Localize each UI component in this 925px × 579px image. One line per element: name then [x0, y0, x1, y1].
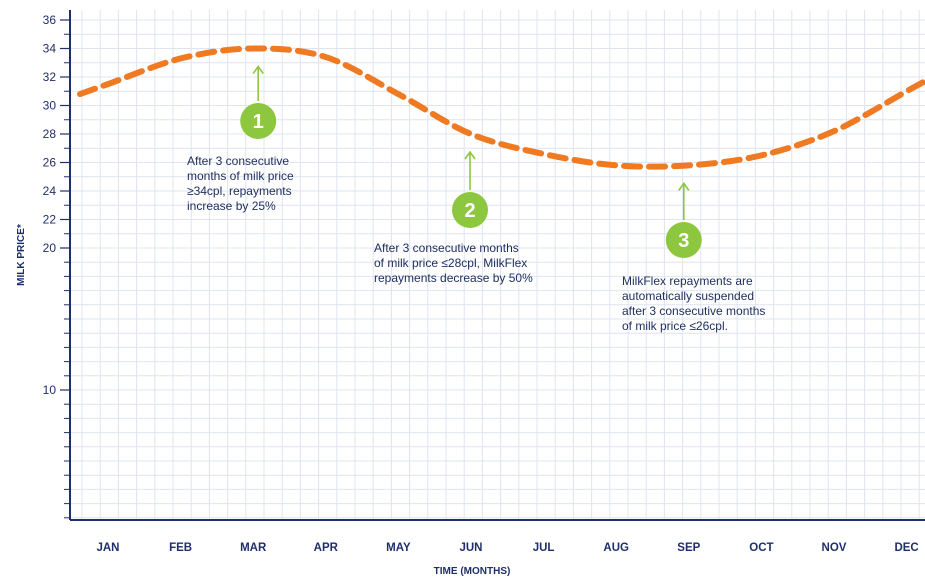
annotation-note-line: After 3 consecutive months — [374, 241, 519, 255]
annotation-arrow-head — [252, 65, 264, 74]
annotation-marker — [240, 103, 277, 139]
y-tick-label: 36 — [43, 13, 57, 27]
y-tick-label: 24 — [43, 184, 57, 198]
x-tick-label: JAN — [96, 542, 119, 554]
annotation-note: MilkFlex repayments are automatically sus… — [622, 274, 765, 333]
annotation-note-line: of milk price ≤28cpl, MilkFlex — [374, 256, 527, 270]
grid — [70, 10, 925, 520]
price-series-line — [77, 45, 925, 170]
annotation-number: 2 — [464, 200, 475, 222]
annotation-3: 3 MilkFlex repayments are automatically su… — [622, 181, 765, 333]
annotation-number: 3 — [678, 230, 689, 252]
annotation-note: After 3 consecutive months of milk price ≥… — [187, 154, 294, 213]
annotation-note: After 3 consecutive months of milk price … — [374, 241, 533, 285]
annotation-arrow-head — [464, 150, 476, 160]
annotation-note-line: After 3 consecutive — [187, 154, 289, 168]
y-tick-label: 26 — [43, 156, 57, 170]
y-tick-label: 22 — [43, 213, 57, 227]
annotations: 1 After 3 consecutive months of milk price… — [187, 65, 765, 333]
annotation-1: 1 After 3 consecutive months of milk price… — [187, 65, 294, 213]
annotation-number: 1 — [253, 111, 264, 133]
series — [77, 45, 925, 170]
annotation-marker — [452, 192, 488, 228]
y-tick-label: 20 — [43, 241, 57, 255]
x-tick-label: MAR — [240, 542, 267, 554]
y-tick-label: 30 — [43, 99, 57, 113]
x-tick-label: APR — [314, 542, 339, 554]
x-tick-label: SEP — [677, 542, 700, 554]
x-tick-label: MAY — [386, 542, 411, 554]
x-tick-label: JUN — [459, 542, 482, 554]
annotation-note-line: ≥34cpl, repayments — [187, 184, 292, 198]
annotation-note-line: increase by 25% — [187, 199, 276, 213]
y-tick-label: 28 — [43, 127, 57, 141]
annotation-note-line: repayments decrease by 50% — [374, 271, 533, 285]
y-tick-label: 10 — [43, 383, 57, 397]
annotation-note-line: of milk price ≤26cpl. — [622, 319, 728, 333]
x-axis-title: TIME (MONTHS) — [434, 566, 511, 577]
annotation-note-line: after 3 consecutive months — [622, 304, 765, 318]
annotation-arrow-head — [678, 181, 690, 191]
annotation-2: 2 After 3 consecutive months of milk price… — [374, 150, 533, 285]
x-tick-label: JUL — [533, 542, 555, 554]
annotation-note-line: MilkFlex repayments are — [622, 274, 753, 288]
annotation-note-line: automatically suspended — [622, 289, 754, 303]
annotation-note-line: months of milk price — [187, 169, 294, 183]
x-tick-label: FEB — [169, 542, 192, 554]
x-tick-label: OCT — [749, 542, 773, 554]
y-tick-label: 34 — [43, 42, 57, 56]
y-axis-title: MILK PRICE* — [16, 224, 27, 286]
x-tick-label: DEC — [894, 542, 918, 554]
x-tick-label: NOV — [822, 542, 847, 554]
x-tick-label: AUG — [603, 542, 629, 554]
y-tick-label: 32 — [43, 70, 57, 84]
annotation-marker — [665, 222, 702, 258]
